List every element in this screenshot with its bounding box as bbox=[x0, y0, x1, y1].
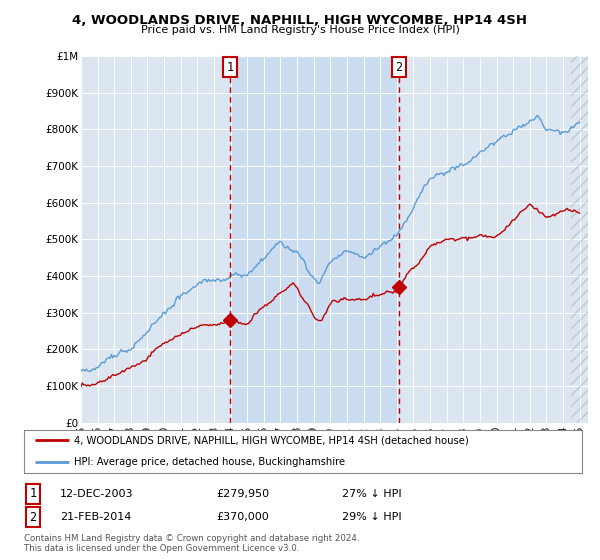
Bar bbox=[230, 56, 399, 423]
Text: 27% ↓ HPI: 27% ↓ HPI bbox=[342, 489, 401, 499]
Text: Price paid vs. HM Land Registry's House Price Index (HPI): Price paid vs. HM Land Registry's House … bbox=[140, 25, 460, 35]
Text: 4, WOODLANDS DRIVE, NAPHILL, HIGH WYCOMBE, HP14 4SH: 4, WOODLANDS DRIVE, NAPHILL, HIGH WYCOMB… bbox=[73, 14, 527, 27]
Text: 4, WOODLANDS DRIVE, NAPHILL, HIGH WYCOMBE, HP14 4SH (detached house): 4, WOODLANDS DRIVE, NAPHILL, HIGH WYCOMB… bbox=[74, 436, 469, 445]
Text: 2: 2 bbox=[395, 60, 403, 73]
Text: 1: 1 bbox=[29, 487, 37, 501]
Text: 2: 2 bbox=[29, 511, 37, 524]
Text: 29% ↓ HPI: 29% ↓ HPI bbox=[342, 512, 401, 522]
Text: £370,000: £370,000 bbox=[216, 512, 269, 522]
Text: 21-FEB-2014: 21-FEB-2014 bbox=[60, 512, 131, 522]
Text: 1: 1 bbox=[226, 60, 233, 73]
Text: Contains HM Land Registry data © Crown copyright and database right 2024.
This d: Contains HM Land Registry data © Crown c… bbox=[24, 534, 359, 553]
Text: 12-DEC-2003: 12-DEC-2003 bbox=[60, 489, 133, 499]
Bar bbox=[571, 56, 596, 423]
Text: £279,950: £279,950 bbox=[216, 489, 269, 499]
Text: HPI: Average price, detached house, Buckinghamshire: HPI: Average price, detached house, Buck… bbox=[74, 458, 346, 467]
